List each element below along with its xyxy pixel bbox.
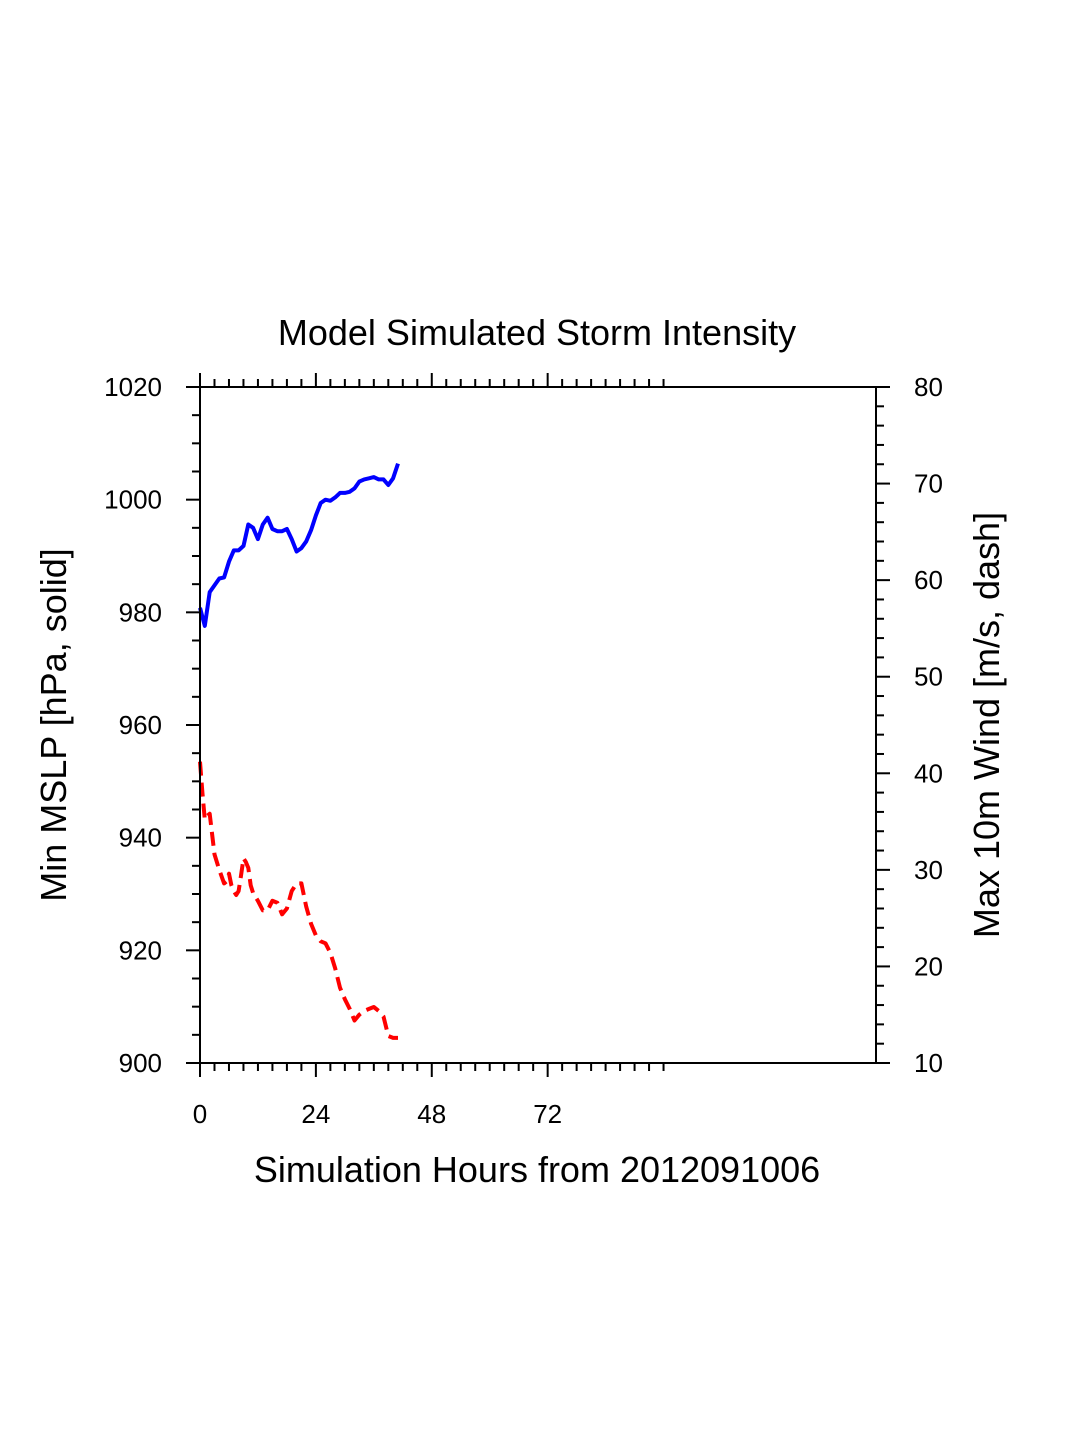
tick-labels: 0 24 48 72900920940960980100010201020304050… bbox=[104, 372, 943, 1129]
x-tick-label: 72 bbox=[533, 1099, 562, 1129]
plot-area bbox=[198, 462, 400, 1040]
y-left-tick-label: 960 bbox=[119, 710, 162, 740]
y-right-tick-label: 20 bbox=[914, 951, 943, 981]
axis-ticks bbox=[186, 373, 890, 1077]
y-left-tick-label: 980 bbox=[119, 597, 162, 627]
y-left-tick-label: 920 bbox=[119, 935, 162, 965]
plot-frame bbox=[199, 386, 877, 1064]
series-line-min-mslp bbox=[198, 462, 400, 628]
y-right-tick-label: 80 bbox=[914, 372, 943, 402]
y-right-tick-label: 50 bbox=[914, 662, 943, 692]
y-left-tick-label: 1000 bbox=[104, 485, 162, 515]
x-tick-label: 48 bbox=[417, 1099, 446, 1129]
x-tick-label: 0 bbox=[193, 1099, 207, 1129]
x-tick-label: 24 bbox=[301, 1099, 330, 1129]
y-left-tick-label: 900 bbox=[119, 1048, 162, 1078]
y-left-tick-label: 1020 bbox=[104, 372, 162, 402]
y-axis-label-left: Min MSLP [hPa, solid] bbox=[33, 548, 74, 902]
chart-title: Model Simulated Storm Intensity bbox=[278, 312, 796, 353]
series-line-max-wind bbox=[198, 761, 398, 1040]
y-right-tick-label: 10 bbox=[914, 1048, 943, 1078]
x-axis-label: Simulation Hours from 2012091006 bbox=[254, 1149, 820, 1190]
y-right-tick-label: 40 bbox=[914, 758, 943, 788]
y-right-tick-label: 60 bbox=[914, 565, 943, 595]
y-axis-label-right: Max 10m Wind [m/s, dash] bbox=[966, 512, 1007, 938]
y-right-tick-label: 70 bbox=[914, 469, 943, 499]
y-right-tick-label: 30 bbox=[914, 855, 943, 885]
y-left-tick-label: 940 bbox=[119, 823, 162, 853]
